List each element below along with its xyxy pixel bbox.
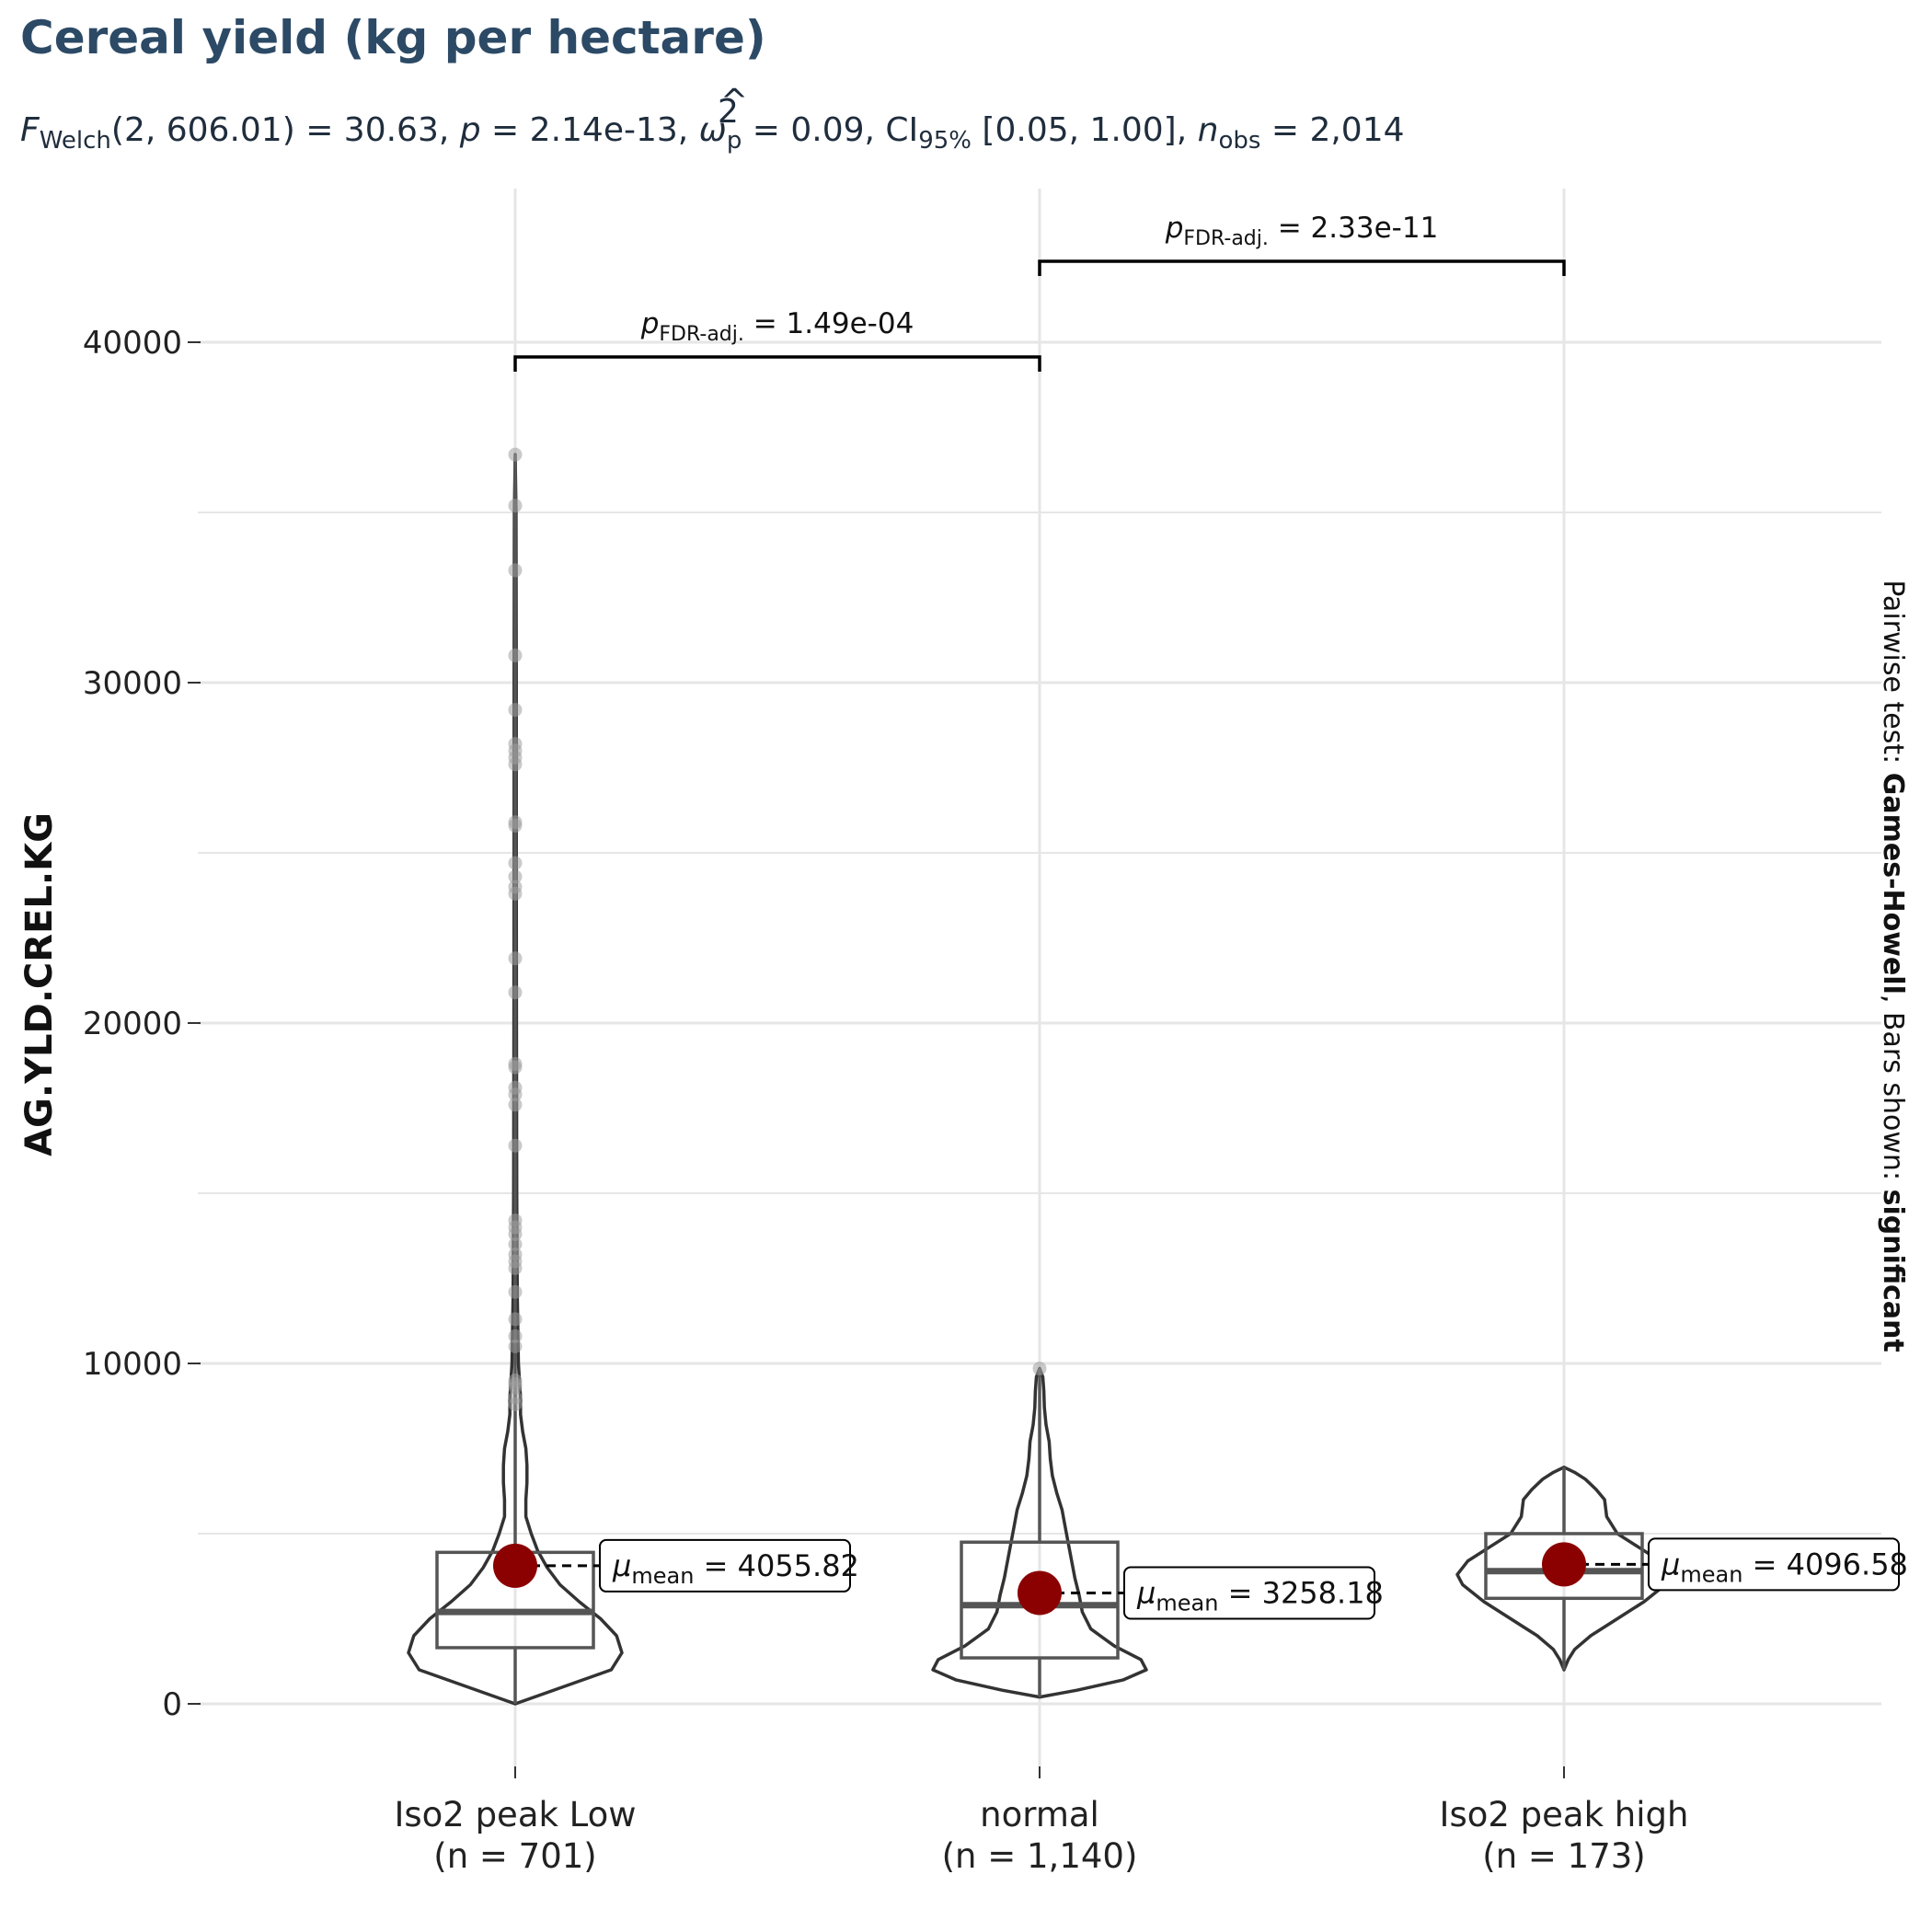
significance-p-value: = 1.49e-04: [744, 307, 914, 340]
subtitle-n-sub: obs: [1218, 127, 1260, 155]
mean-point: [1018, 1570, 1062, 1616]
mean-point: [1542, 1542, 1586, 1587]
mean-label-value: = 3258.18: [1218, 1575, 1383, 1610]
chart-title: Cereal yield (kg per hectare): [20, 11, 766, 64]
violin-shape: [1455, 1466, 1673, 1672]
y-tick-label: 20000: [83, 1006, 182, 1042]
outlier-point: [508, 1380, 523, 1395]
outlier-point: [508, 1060, 523, 1075]
outlier-point: [508, 1138, 523, 1153]
outlier-point: [508, 447, 523, 462]
outlier-point: [508, 1098, 523, 1112]
outlier-point: [1032, 1362, 1047, 1376]
significance-p-value: = 2.33e-11: [1269, 212, 1438, 245]
subtitle-omega-symbol: ω: [699, 111, 727, 149]
outlier-point: [508, 951, 523, 966]
y-tick-label: 30000: [83, 665, 182, 702]
outlier-point: [508, 1328, 523, 1343]
outlier-point: [508, 703, 523, 718]
mean-label-box: [1648, 1537, 1900, 1592]
significance-label: pFDR-adj. = 2.33e-11: [1165, 212, 1439, 250]
outlier-point: [508, 869, 523, 884]
chart-subtitle: FWelch(2, 606.01) = 30.63, p = 2.14e-13,…: [20, 111, 1405, 155]
outlier-point: [508, 1226, 523, 1241]
outlier-point: [508, 1397, 523, 1411]
y-tick-label: 10000: [83, 1346, 182, 1383]
subtitle-ci-text: [0.05, 1.00],: [972, 111, 1198, 149]
mean-label-symbol: μ: [612, 1548, 631, 1583]
x-category-count-label: (n = 701): [433, 1836, 596, 1876]
x-category-count-label: (n = 1,140): [942, 1836, 1138, 1876]
subtitle-f-symbol: F: [20, 111, 40, 149]
subtitle-p-symbol: p: [459, 111, 481, 149]
subtitle-omega-text: = 0.09, CI: [742, 111, 918, 149]
box-iqr: [1484, 1532, 1644, 1601]
mean-label-box: [599, 1538, 851, 1593]
y-axis-ticks: 0 10000 20000 30000 40000: [83, 325, 201, 1723]
y-tick-label: 0: [162, 1686, 182, 1723]
caption-shown: significant: [1877, 1190, 1909, 1352]
pairwise-caption: Pairwise test: Games-Howell, Bars shown:…: [1877, 580, 1909, 1352]
mean-label: μmean = 3258.18: [1136, 1575, 1384, 1616]
subtitle-p-text: = 2.14e-13,: [481, 111, 699, 149]
caption-middle: , Bars shown:: [1877, 995, 1909, 1190]
mean-label-sub: mean: [1156, 1590, 1218, 1616]
outlier-point: [508, 563, 523, 578]
outlier-point: [508, 1087, 523, 1102]
outlier-point: [508, 985, 523, 1000]
significance-label: pFDR-adj. = 1.49e-04: [640, 307, 914, 346]
outlier-points: [508, 447, 1047, 1411]
significance-p-sub: FDR-adj.: [1183, 227, 1268, 250]
y-axis-label: AG.YLD.CREL.KG: [18, 812, 61, 1156]
subtitle-f-sub: Welch: [40, 127, 111, 155]
box-iqr: [960, 1540, 1120, 1660]
subtitle-n-text: = 2,014: [1260, 111, 1404, 149]
x-axis-labels: Iso2 peak Low(n = 701) normal(n = 1,140) I…: [394, 1766, 1688, 1876]
significance-p-sub: FDR-adj.: [659, 323, 743, 346]
mean-point: [493, 1543, 537, 1588]
outlier-point: [508, 818, 523, 833]
subtitle-ci-sub: 95%: [918, 127, 972, 155]
subtitle-omega-sub: p: [727, 127, 742, 155]
y-tick-label: 40000: [83, 325, 182, 362]
significance-p-symbol: p: [640, 307, 660, 340]
significance-bracket: [1038, 259, 1566, 276]
x-category-label: Iso2 peak high: [1440, 1795, 1689, 1834]
outlier-point: [508, 1312, 523, 1327]
x-category-count-label: (n = 173): [1482, 1836, 1645, 1876]
outlier-point: [508, 1260, 523, 1275]
caption-test-name: Games-Howell: [1877, 773, 1909, 995]
caption-prefix: Pairwise test:: [1877, 580, 1909, 773]
subtitle-f-args: (2, 606.01) = 30.63,: [111, 111, 460, 149]
subtitle-n-symbol: n: [1198, 111, 1219, 149]
outlier-point: [508, 1284, 523, 1299]
outlier-point: [508, 499, 523, 513]
outlier-point: [508, 1340, 523, 1353]
outlier-point: [508, 648, 523, 662]
boxplots: [435, 454, 1644, 1704]
mean-label: μmean = 4055.82: [612, 1548, 859, 1589]
outlier-point: [508, 757, 523, 772]
x-category-label: Iso2 peak Low: [394, 1795, 636, 1834]
outlier-point: [508, 1237, 523, 1251]
mean-label-symbol: μ: [1136, 1575, 1156, 1610]
mean-label-sub: mean: [631, 1563, 694, 1589]
x-category-label: normal: [980, 1795, 1099, 1834]
mean-label-box: [1123, 1566, 1375, 1620]
significance-p-symbol: p: [1165, 212, 1184, 245]
outlier-point: [508, 856, 523, 870]
mean-label-symbol: μ: [1661, 1547, 1680, 1581]
subtitle-omega-hat: ^: [720, 83, 748, 121]
mean-label-sub: mean: [1680, 1561, 1742, 1587]
outlier-point: [508, 886, 523, 901]
mean-label-value: = 4096.58: [1742, 1547, 1907, 1581]
significance-bracket: [513, 355, 1041, 372]
subtitle-omega-sup: 2: [718, 93, 739, 131]
mean-label-value: = 4055.82: [694, 1548, 858, 1583]
mean-label: μmean = 4096.58: [1661, 1547, 1908, 1587]
